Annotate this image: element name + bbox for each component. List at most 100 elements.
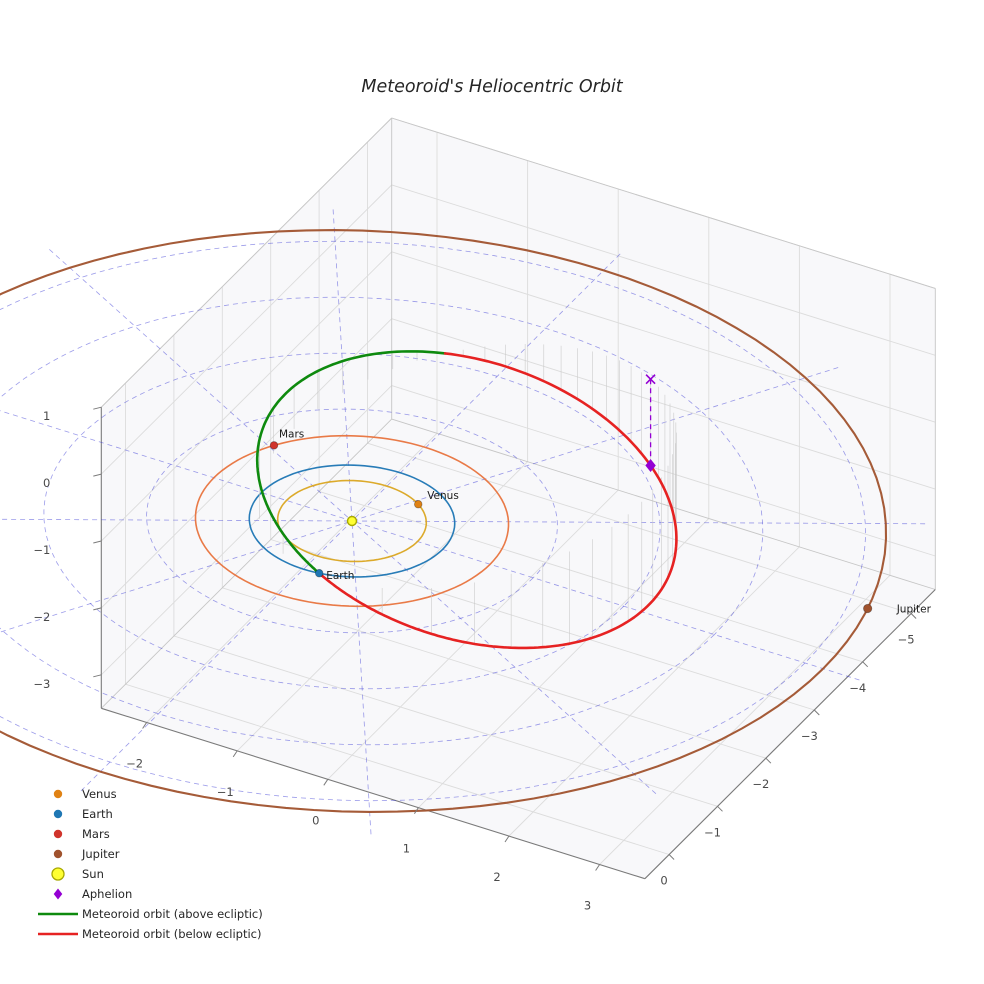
y-tick (668, 854, 675, 860)
legend-item: Venus (53, 787, 117, 801)
ecliptic-circle (0, 240, 866, 802)
legend-layer: Venus Earth Mars Jupiter Sun Aphelion Meteoroi… (38, 787, 263, 941)
y-tick (813, 709, 820, 716)
grid-line (599, 574, 891, 865)
sun-marker (346, 515, 358, 527)
y-tick-label: −1 (704, 825, 721, 839)
box-edge (391, 418, 936, 590)
z-tick-label: −1 (33, 543, 50, 557)
grid-line (100, 318, 393, 609)
z-tick (93, 540, 102, 544)
grid-line (100, 385, 393, 676)
box-edge (100, 418, 393, 709)
x-tick (504, 835, 510, 843)
x-axis-spine (101, 707, 646, 880)
grid-line (100, 184, 393, 475)
x-tick-label: −1 (217, 785, 234, 799)
legend-swatch (53, 829, 63, 839)
x-tick (595, 864, 601, 871)
legend-item: Mars (53, 827, 110, 841)
z-tick-label: 1 (43, 409, 50, 423)
meteoroid-orbit-below-path (320, 352, 678, 650)
y-tick-label: 0 (660, 874, 667, 888)
mars-marker (269, 441, 279, 450)
legend-item: Meteoroid orbit (above ecliptic) (38, 907, 263, 921)
x-tick-label: 1 (403, 842, 410, 856)
box-edge (100, 117, 393, 408)
grid-line (327, 489, 619, 780)
grid-line (418, 518, 710, 809)
z-tick (93, 607, 102, 611)
legend-swatch (53, 789, 63, 799)
meteor-layer (255, 350, 678, 650)
legend-label: Venus (82, 787, 117, 801)
mars-label: Mars (279, 428, 304, 440)
legend-swatch (53, 849, 63, 859)
x-tick (142, 722, 148, 729)
legend-item: Jupiter (53, 847, 120, 861)
grid-line (391, 318, 936, 490)
mars-orbit-path (194, 434, 510, 608)
legend-label: Jupiter (81, 847, 120, 861)
grid-line (146, 432, 438, 723)
meteoroid-orbit-above-path (255, 350, 447, 577)
y-tick-label: −4 (849, 681, 866, 695)
aphelion-projection-x-icon (645, 374, 656, 385)
z-tick-label: 0 (43, 476, 50, 490)
y-tick (910, 613, 917, 619)
legend-item: Earth (53, 807, 113, 821)
venus-orbit-path (276, 479, 428, 563)
y-tick-label: −3 (801, 729, 818, 743)
z-tick-label: −2 (33, 610, 50, 624)
grid-line (125, 683, 670, 855)
legend-label: Meteoroid orbit (below ecliptic) (82, 927, 261, 941)
y-tick (862, 661, 869, 668)
panes-layer (101, 118, 936, 879)
grid-layer (100, 117, 936, 880)
x-tick-label: 3 (584, 899, 591, 913)
z-tick-label: −3 (33, 677, 50, 691)
grid-line (173, 635, 718, 807)
x-tick (232, 750, 238, 758)
legend-label: Earth (82, 807, 113, 821)
legend-item: Meteoroid orbit (below ecliptic) (38, 927, 261, 941)
legend-item: Aphelion (53, 887, 132, 901)
plot-title: Meteoroid's Heliocentric Orbit (361, 77, 623, 97)
grid-line (100, 251, 393, 542)
legend-item: Sun (51, 867, 104, 881)
x-tick-label: −2 (126, 757, 143, 771)
z-tick (93, 674, 102, 678)
ecliptic-radial (332, 207, 372, 835)
y-tick (765, 757, 772, 764)
x-tick (413, 807, 419, 814)
y-axis-spine (644, 589, 936, 880)
legend-swatch (51, 867, 65, 881)
ticks-layer: −2 −1 0 1 2 3 −5 −4 −3 −2 −1 0 −3 −2 −1 0 1 (33, 406, 917, 913)
ecliptic-radial (0, 518, 927, 525)
grid-line (391, 251, 936, 423)
x-tick-label: 2 (493, 870, 500, 884)
legend-swatch (53, 888, 63, 900)
y-tick (717, 805, 723, 812)
x-tick-label: 0 (312, 813, 319, 827)
grid-line (367, 442, 912, 614)
y-tick-label: −2 (752, 777, 769, 791)
legend-swatch (53, 809, 63, 819)
box-edge (391, 117, 936, 289)
aphelion-marker (645, 458, 656, 472)
earth-label: Earth (326, 570, 354, 582)
z-tick (93, 406, 102, 410)
earth-marker (315, 569, 324, 578)
grid-line (391, 385, 936, 557)
y-tick-label: −5 (898, 633, 915, 647)
legend-label: Mars (82, 827, 110, 841)
z-tick (93, 473, 102, 477)
jupiter-marker (863, 603, 873, 614)
x-tick (323, 779, 329, 786)
legend-label: Aphelion (82, 887, 132, 901)
grid-line (391, 184, 936, 356)
grid-line (318, 490, 863, 663)
legend-label: Meteoroid orbit (above ecliptic) (82, 907, 263, 921)
legend-label: Sun (82, 867, 104, 881)
